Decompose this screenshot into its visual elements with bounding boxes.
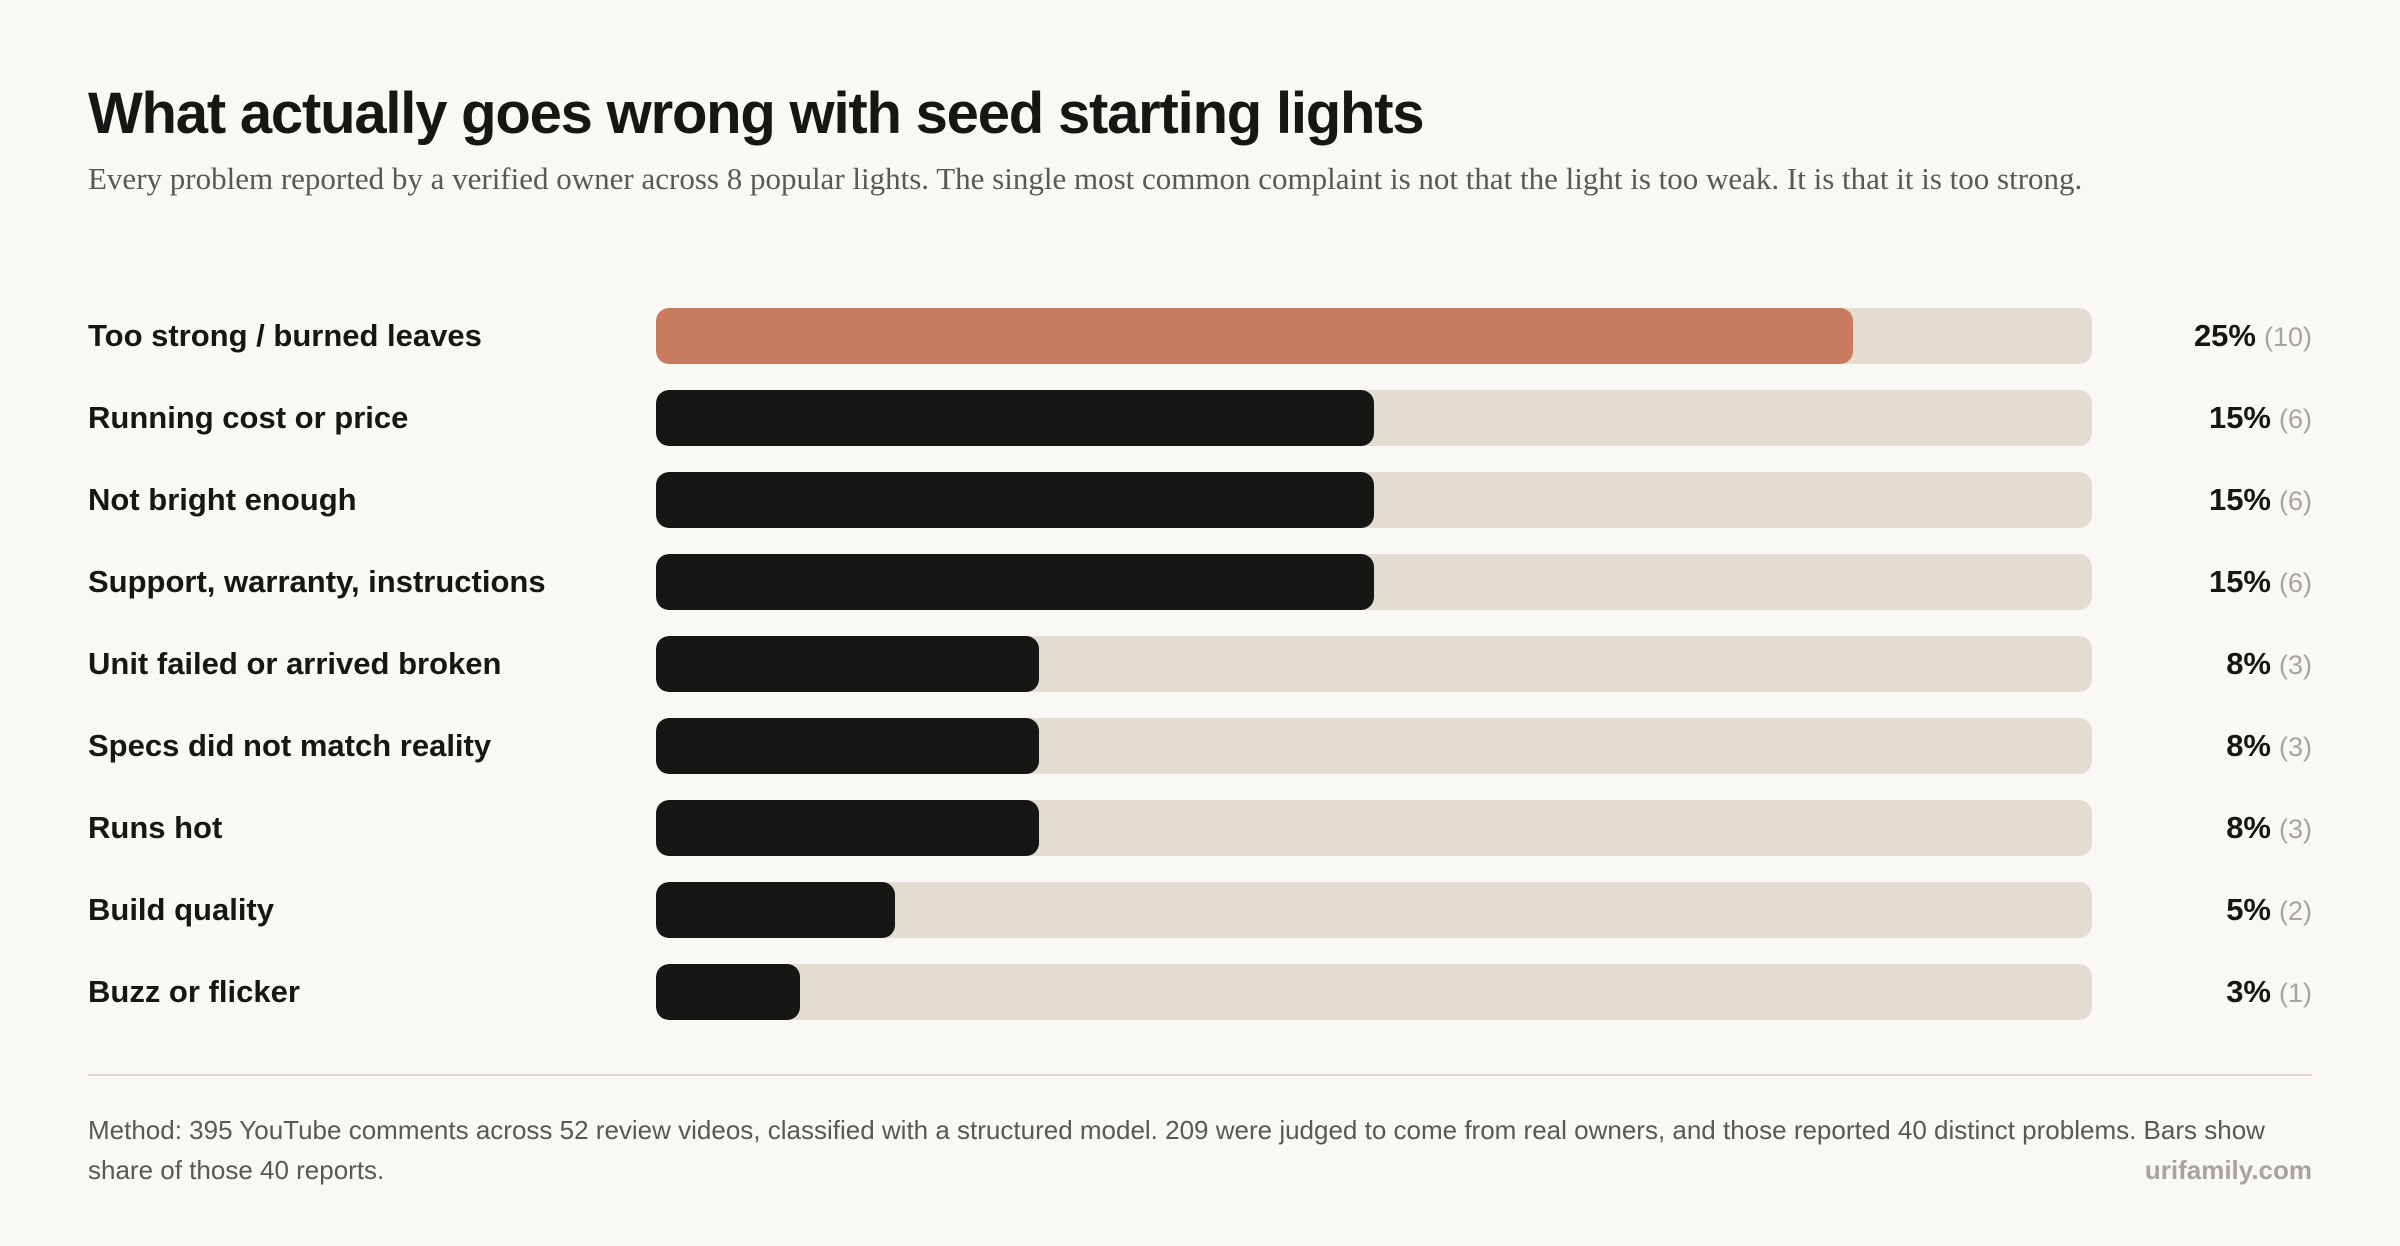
bar-value-percent: 8% bbox=[2226, 810, 2271, 845]
bar-value-count: (3) bbox=[2279, 732, 2312, 762]
bar-track bbox=[656, 882, 2092, 938]
bar-category-label: Not bright enough bbox=[88, 482, 357, 517]
bar-value-percent: 15% bbox=[2208, 564, 2271, 599]
bar-value: 15% (6) bbox=[2209, 472, 2312, 528]
bar-row: Runs hot 8% (3) bbox=[88, 800, 2312, 856]
bar-value: 8% (3) bbox=[2226, 636, 2312, 692]
bar-value: 15% (6) bbox=[2209, 554, 2312, 610]
bar bbox=[656, 554, 1374, 610]
bar-value-count: (1) bbox=[2279, 978, 2312, 1008]
bar-category-label: Too strong / burned leaves bbox=[88, 318, 482, 353]
bar-value: 3% (1) bbox=[2226, 964, 2312, 1020]
source-credit: urifamily.com bbox=[2144, 1155, 2312, 1185]
bar-track bbox=[656, 964, 2092, 1020]
bar-row: Specs did not match reality 8% (3) bbox=[88, 718, 2312, 774]
bar-track bbox=[656, 472, 2092, 528]
bar-category-label: Support, warranty, instructions bbox=[88, 564, 546, 599]
bar-value: 8% (3) bbox=[2226, 718, 2312, 774]
bar bbox=[656, 308, 1853, 364]
bar-value: 15% (6) bbox=[2209, 390, 2312, 446]
bar-category-label: Running cost or price bbox=[88, 400, 409, 435]
bar-value: 25% (10) bbox=[2194, 308, 2312, 364]
bar-chart: Too strong / burned leaves 25% (10) Running… bbox=[88, 308, 2312, 1046]
bar-track bbox=[656, 718, 2092, 774]
bar-category-label: Build quality bbox=[88, 892, 274, 927]
bar-value-count: (2) bbox=[2279, 896, 2312, 926]
bar-row: Unit failed or arrived broken 8% (3) bbox=[88, 636, 2312, 692]
bar-value: 5% (2) bbox=[2226, 882, 2312, 938]
bar-value-count: (6) bbox=[2279, 404, 2312, 434]
bar-row: Running cost or price 15% (6) bbox=[88, 390, 2312, 446]
bar-value-percent: 3% bbox=[2226, 974, 2271, 1009]
bar-value-percent: 5% bbox=[2226, 892, 2271, 927]
bar-row: Too strong / burned leaves 25% (10) bbox=[88, 308, 2312, 364]
bar-category-label: Unit failed or arrived broken bbox=[88, 646, 502, 681]
bar-category-label: Runs hot bbox=[88, 810, 223, 845]
bar-track bbox=[656, 390, 2092, 446]
bar-value-percent: 8% bbox=[2226, 728, 2271, 763]
bar-track bbox=[656, 554, 2092, 610]
bar bbox=[656, 882, 896, 938]
bar-value-count: (3) bbox=[2279, 650, 2312, 680]
bar bbox=[656, 472, 1374, 528]
method-note: Method: 395 YouTube comments across 52 r… bbox=[88, 1115, 2265, 1185]
bar-value-count: (10) bbox=[2263, 322, 2312, 352]
bar-row: Build quality 5% (2) bbox=[88, 882, 2312, 938]
bar-category-label: Specs did not match reality bbox=[88, 728, 492, 763]
bar-track bbox=[656, 636, 2092, 692]
chart-card: What actually goes wrong with seed start… bbox=[88, 78, 2312, 1185]
bar-value-percent: 15% bbox=[2208, 400, 2271, 435]
bar-row: Buzz or flicker 3% (1) bbox=[88, 964, 2312, 1020]
bar-value-percent: 25% bbox=[2193, 318, 2256, 353]
bar-value-count: (6) bbox=[2279, 568, 2312, 598]
footer-divider bbox=[88, 1074, 2312, 1076]
bar bbox=[656, 964, 800, 1020]
bar-track bbox=[656, 308, 2092, 364]
bar bbox=[656, 800, 1039, 856]
chart-subtitle: Every problem reported by a verified own… bbox=[88, 161, 2083, 196]
bar-row: Support, warranty, instructions 15% (6) bbox=[88, 554, 2312, 610]
bar-row: Not bright enough 15% (6) bbox=[88, 472, 2312, 528]
bar bbox=[656, 390, 1374, 446]
bar-value-percent: 15% bbox=[2208, 482, 2271, 517]
bar-value: 8% (3) bbox=[2226, 800, 2312, 856]
chart-title: What actually goes wrong with seed start… bbox=[88, 81, 1425, 146]
bar-value-percent: 8% bbox=[2226, 646, 2271, 681]
bar-track bbox=[656, 800, 2092, 856]
bar-category-label: Buzz or flicker bbox=[88, 974, 300, 1009]
bar bbox=[656, 636, 1039, 692]
bar bbox=[656, 718, 1039, 774]
bar-value-count: (6) bbox=[2279, 486, 2312, 516]
bar-value-count: (3) bbox=[2279, 814, 2312, 844]
footer: Method: 395 YouTube comments across 52 r… bbox=[88, 1110, 2312, 1190]
